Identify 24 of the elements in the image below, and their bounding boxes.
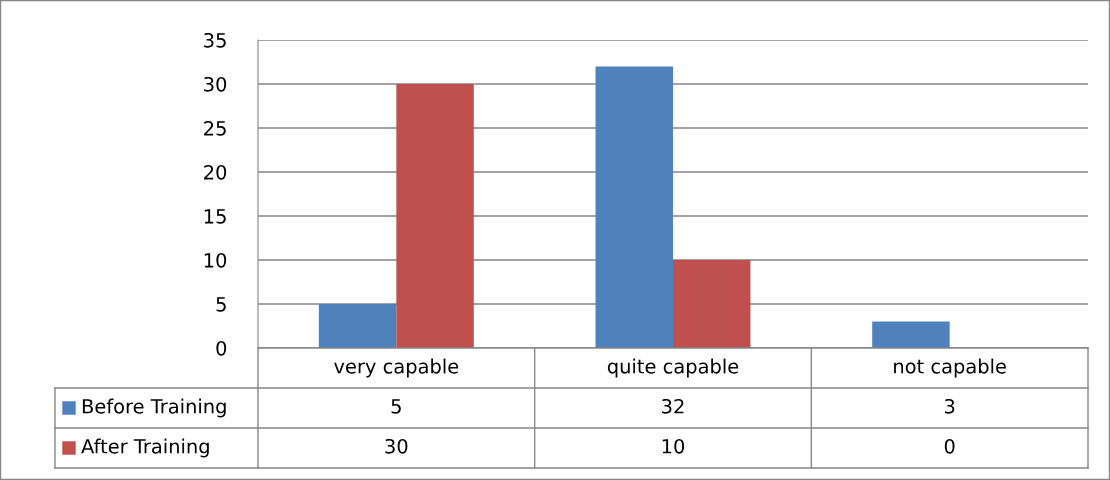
- data-label: 3: [944, 398, 955, 414]
- y-tick-label: 5: [216, 297, 226, 312]
- bar: [673, 260, 751, 348]
- y-tick-label: 25: [204, 120, 226, 136]
- data-label: 30: [385, 438, 408, 454]
- bar: [396, 84, 474, 348]
- bar: [595, 66, 673, 348]
- x-tick-label: not capable: [894, 358, 1006, 378]
- legend-label: After Training: [81, 438, 209, 458]
- data-label: 10: [662, 438, 685, 454]
- y-tick-label: 35: [204, 32, 226, 48]
- bar: [872, 321, 950, 348]
- y-tick-label: 20: [204, 164, 227, 180]
- x-tick-label: very capable: [334, 358, 459, 378]
- bar: [318, 304, 397, 348]
- y-tick-label: 0: [216, 340, 227, 356]
- data-label: 32: [662, 398, 684, 414]
- legend-label: Before Training: [82, 398, 226, 418]
- data-label: 0: [944, 438, 955, 454]
- y-tick-label: 30: [204, 76, 227, 92]
- x-tick-label: quite capable: [607, 358, 739, 378]
- data-label: 5: [391, 399, 401, 414]
- y-tick-label: 10: [204, 252, 227, 268]
- y-tick-label: 15: [204, 209, 226, 224]
